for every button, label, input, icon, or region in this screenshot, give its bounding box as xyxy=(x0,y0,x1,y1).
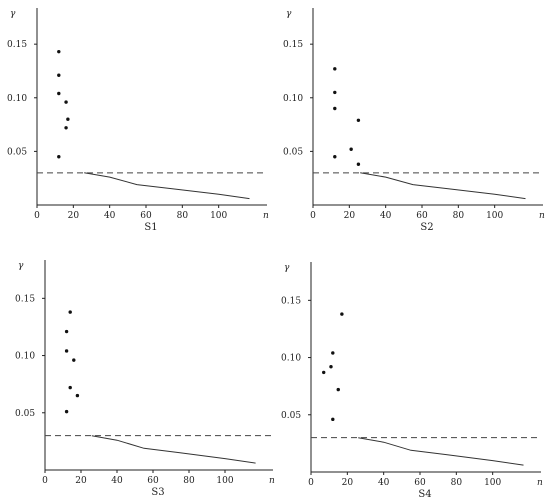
x-tick-label: 40 xyxy=(104,211,116,221)
data-point xyxy=(68,385,72,390)
data-point xyxy=(349,147,353,151)
x-tick-label: 20 xyxy=(344,211,356,221)
y-tick-label: 0.15 xyxy=(15,294,35,304)
data-point xyxy=(64,409,69,414)
panel-title: S3 xyxy=(151,487,164,498)
data-point xyxy=(72,358,76,362)
x-tick-label: 100 xyxy=(484,478,501,488)
data-point xyxy=(333,106,337,111)
data-point xyxy=(356,162,361,166)
x-tick-label: 60 xyxy=(147,476,159,486)
data-point xyxy=(64,100,68,104)
data-point xyxy=(64,329,69,334)
y-axis-label: γ xyxy=(18,261,24,271)
x-tick-label: 40 xyxy=(111,476,123,486)
x-axis-label: n xyxy=(263,211,269,221)
x-tick-label: 100 xyxy=(486,211,503,221)
data-point xyxy=(331,351,335,355)
x-tick-label: 40 xyxy=(378,478,390,488)
data-point xyxy=(57,49,61,54)
y-tick-label: 0.15 xyxy=(281,296,301,306)
decay-curve xyxy=(91,435,256,464)
panel-2: γ 0.05 0.10 0.15 0 20 40 60 80 100 n S2 xyxy=(283,8,545,233)
data-point xyxy=(75,393,80,398)
x-tick-label: 0 xyxy=(308,478,314,488)
data-point xyxy=(333,155,337,159)
y-tick-label: 0.15 xyxy=(7,40,27,50)
y-tick-label: 0.10 xyxy=(283,94,303,104)
x-tick-label: 20 xyxy=(68,211,80,221)
y-tick-label: 0.05 xyxy=(7,147,27,157)
x-tick-label: 80 xyxy=(177,211,189,221)
data-point xyxy=(340,312,344,316)
data-point xyxy=(333,67,337,71)
data-point xyxy=(322,370,326,375)
y-tick-label: 0.10 xyxy=(7,94,27,104)
x-axis-label: n xyxy=(539,211,545,221)
data-point xyxy=(57,91,61,96)
x-tick-label: 80 xyxy=(453,211,465,221)
data-point xyxy=(336,387,340,392)
x-tick-label: 60 xyxy=(414,478,426,488)
data-point xyxy=(57,73,61,77)
x-tick-label: 100 xyxy=(216,476,233,486)
panel-3: γ 0.05 0.10 0.15 0 20 40 60 80 100 n S3 xyxy=(15,260,275,498)
x-tick-label: 80 xyxy=(451,478,463,488)
x-axis-label: n xyxy=(269,476,275,486)
data-point xyxy=(356,118,361,122)
data-point xyxy=(57,155,61,159)
x-tick-label: 20 xyxy=(342,478,354,488)
x-axis-label: n xyxy=(537,478,543,488)
decay-curve xyxy=(84,172,250,200)
x-tick-label: 0 xyxy=(34,211,40,221)
data-point xyxy=(64,126,68,130)
panel-title: S2 xyxy=(420,222,433,233)
y-axis-label: γ xyxy=(284,263,290,273)
panel-title: S4 xyxy=(418,489,431,500)
data-point xyxy=(64,349,69,353)
x-tick-label: 60 xyxy=(140,211,152,221)
x-tick-label: 100 xyxy=(210,211,227,221)
x-tick-label: 80 xyxy=(183,476,195,486)
y-axis-label: γ xyxy=(10,9,16,19)
x-tick-label: 40 xyxy=(380,211,392,221)
data-point xyxy=(331,417,335,422)
x-tick-label: 60 xyxy=(416,211,428,221)
panel-4: γ 0.05 0.10 0.15 0 20 40 60 80 100 n S4 xyxy=(281,262,543,500)
y-axis-label: γ xyxy=(286,9,292,19)
x-tick-label: 0 xyxy=(310,211,316,221)
x-tick-label: 20 xyxy=(75,476,87,486)
panel-title: S1 xyxy=(144,222,157,233)
decay-curve xyxy=(360,172,526,200)
y-tick-label: 0.10 xyxy=(281,354,301,364)
y-tick-label: 0.05 xyxy=(283,147,303,157)
panel-1: γ 0.05 0.10 0.15 0 20 40 60 80 100 n S1 xyxy=(7,8,269,233)
data-point xyxy=(329,365,333,369)
data-point xyxy=(66,117,70,121)
y-tick-label: 0.05 xyxy=(15,409,35,419)
y-tick-label: 0.05 xyxy=(281,411,301,421)
decay-curve xyxy=(358,437,524,466)
y-tick-label: 0.10 xyxy=(15,352,35,362)
x-tick-label: 0 xyxy=(42,476,48,486)
data-point xyxy=(333,90,337,95)
y-tick-label: 0.15 xyxy=(283,40,303,50)
data-point xyxy=(68,310,72,314)
